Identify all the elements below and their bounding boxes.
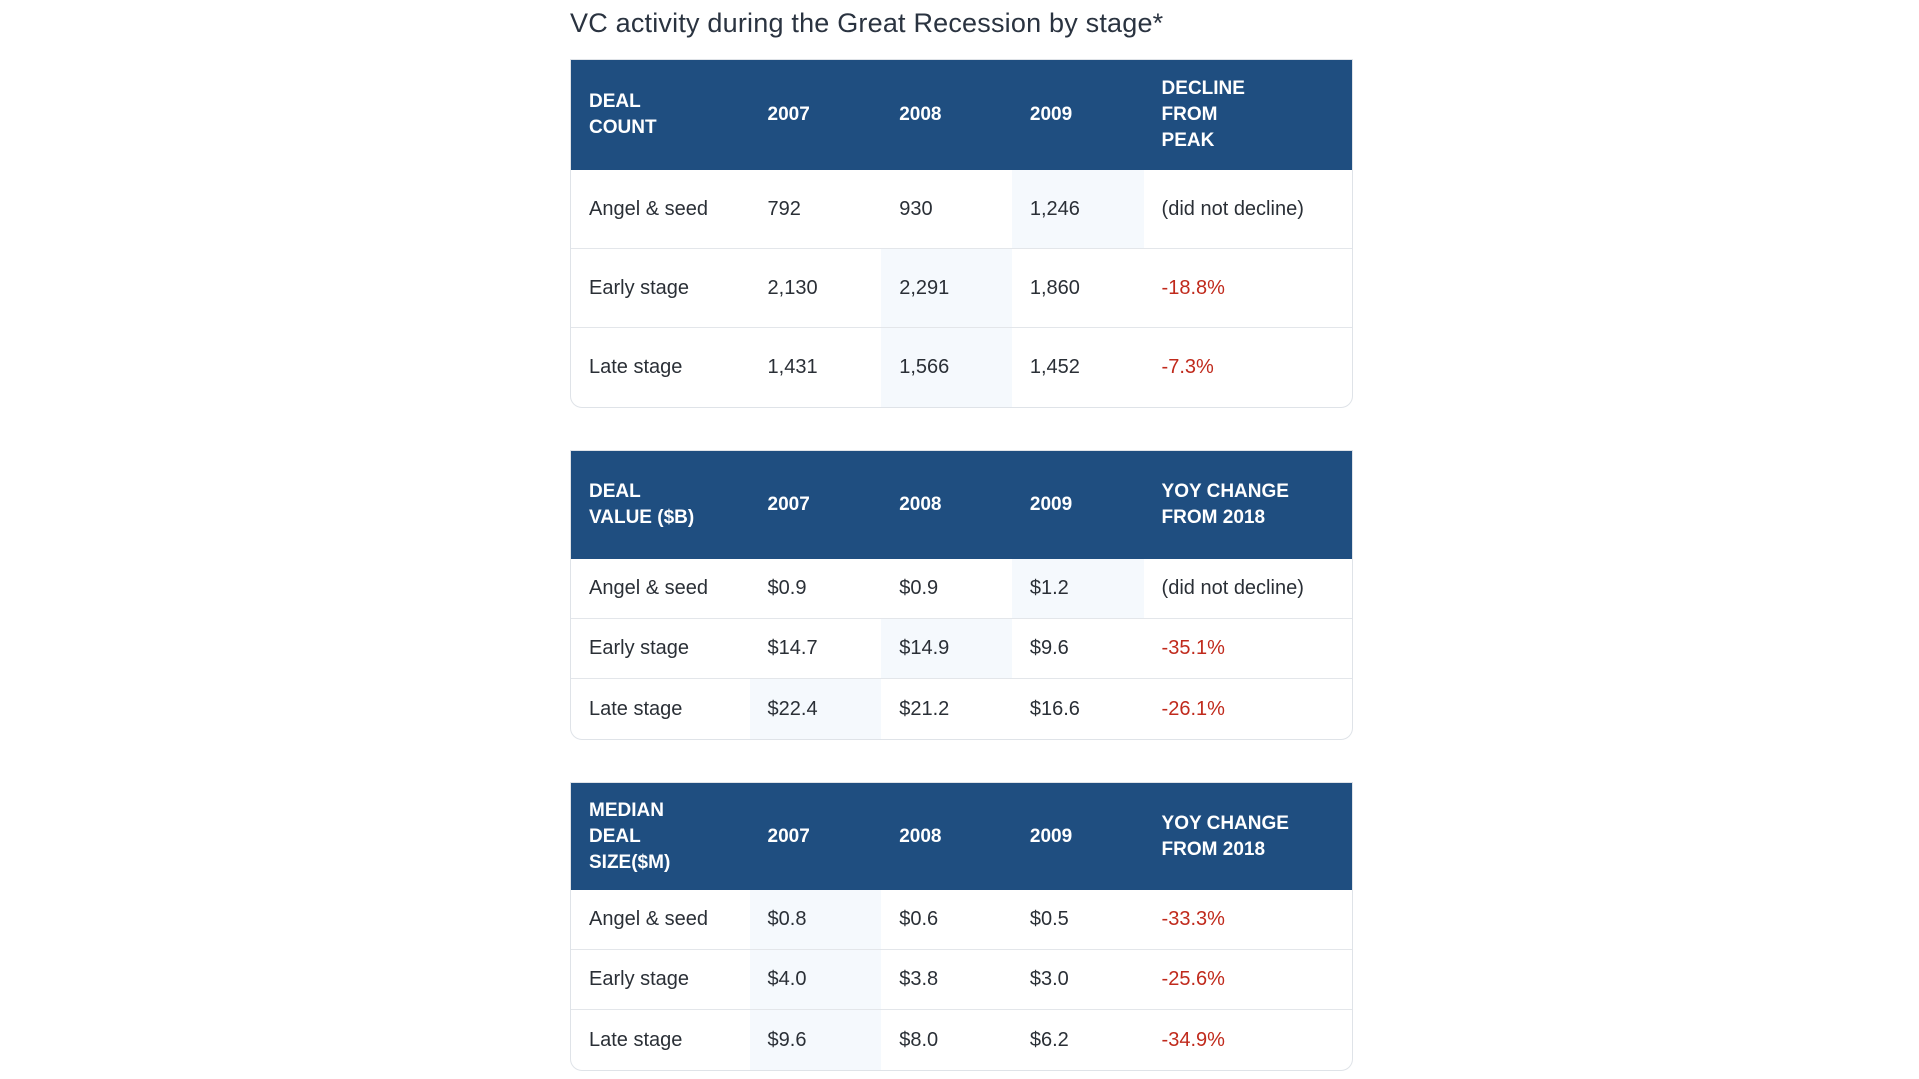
table-cell: $16.6 xyxy=(1029,697,1080,720)
table-cell: $21.2 xyxy=(899,697,950,720)
column-header: DEAL COUNT xyxy=(589,91,657,138)
table-cell: -25.6% xyxy=(1161,968,1225,990)
row-label: Late stage xyxy=(589,356,683,378)
column-header: DEAL VALUE ($B) xyxy=(589,481,695,528)
table-cell: $0.5 xyxy=(1029,908,1069,930)
table-cell: 930 xyxy=(899,197,933,220)
table-cell: $3.0 xyxy=(1029,968,1069,990)
table-cell: $0.9 xyxy=(767,577,807,599)
row-label: Angel & seed xyxy=(589,908,708,930)
deal-count-table: DEAL COUNT 2007 2008 2009 DECLINE FROM PEAK A… xyxy=(570,59,1353,408)
column-header: YOY CHANGE FROM 2018 xyxy=(1161,481,1289,528)
table-cell: $0.8 xyxy=(749,890,882,949)
table-cell: -35.1% xyxy=(1161,637,1225,659)
table-cell: 1,431 xyxy=(767,356,818,378)
table-row: Angel & seed 792 930 1,246 (did not decline) xyxy=(571,170,1352,249)
deal-value-table: DEAL VALUE ($B) 2007 2008 2009 YOY CHANGE FR… xyxy=(570,450,1353,740)
column-header: 2008 xyxy=(899,104,942,125)
table-row: Late stage 1,431 1,566 1,452 -7.3% xyxy=(571,328,1352,407)
table-cell: -7.3% xyxy=(1161,356,1214,378)
table-cell: $3.8 xyxy=(899,968,939,990)
table-row: Early stage $14.7 $14.9 $9.6 -35.1% xyxy=(571,619,1352,679)
row-label: Angel & seed xyxy=(589,577,708,599)
column-header: 2008 xyxy=(899,494,942,515)
row-label: Late stage xyxy=(589,697,683,720)
table-cell: $22.4 xyxy=(749,679,882,739)
table-cell: 1,860 xyxy=(1029,276,1080,299)
table-cell: 2,291 xyxy=(881,249,1012,327)
table-cell: 792 xyxy=(767,197,801,220)
table-row: Angel & seed $0.9 $0.9 $1.2 (did not decline… xyxy=(571,559,1352,619)
column-header: MEDIAN DEAL SIZE($M) xyxy=(589,799,671,873)
table-cell: (did not decline) xyxy=(1161,197,1304,220)
table-cell: (did not decline) xyxy=(1161,577,1304,599)
column-header: 2009 xyxy=(1029,104,1073,125)
page-title: VC activity during the Great Recession b… xyxy=(570,8,1164,38)
table-cell: -26.1% xyxy=(1161,697,1225,720)
table-header: MEDIAN DEAL SIZE($M) 2007 2008 2009 YOY CHAN… xyxy=(571,783,1352,890)
table-cell: $4.0 xyxy=(749,950,882,1009)
table-cell: $8.0 xyxy=(899,1028,939,1051)
table-cell: -18.8% xyxy=(1161,276,1225,299)
table-row: Early stage $4.0 $3.8 $3.0 -25.6% xyxy=(571,950,1352,1010)
row-label: Angel & seed xyxy=(589,197,708,220)
table-row: Early stage 2,130 2,291 1,860 -18.8% xyxy=(571,249,1352,328)
table-cell: $0.6 xyxy=(899,908,939,930)
table-cell: -33.3% xyxy=(1161,908,1225,930)
table-cell: $6.2 xyxy=(1029,1028,1069,1051)
table-cell: 2,130 xyxy=(767,276,818,299)
table-row: Late stage $9.6 $8.0 $6.2 -34.9% xyxy=(571,1010,1352,1070)
table-cell: $1.2 xyxy=(1011,559,1144,618)
table-row: Angel & seed $0.8 $0.6 $0.5 -33.3% xyxy=(571,890,1352,950)
table-row: Late stage $22.4 $21.2 $16.6 -26.1% xyxy=(571,679,1352,739)
median-deal-size-table: MEDIAN DEAL SIZE($M) 2007 2008 2009 YOY CHAN… xyxy=(570,782,1353,1071)
row-label: Early stage xyxy=(589,276,690,299)
table-header: DEAL VALUE ($B) 2007 2008 2009 YOY CHANGE FR… xyxy=(571,451,1352,559)
table-cell: 1,566 xyxy=(881,328,1012,407)
column-header: 2007 xyxy=(767,825,810,847)
column-header: 2007 xyxy=(767,494,810,515)
table-cell: $14.9 xyxy=(881,619,1012,678)
column-header: 2007 xyxy=(767,104,810,125)
column-header: 2009 xyxy=(1029,494,1073,515)
table-cell: $14.7 xyxy=(767,637,818,659)
row-label: Early stage xyxy=(589,637,690,659)
column-header: 2008 xyxy=(899,825,942,847)
table-cell: 1,246 xyxy=(1011,170,1144,248)
table-cell: $9.6 xyxy=(1029,637,1069,659)
column-header: 2009 xyxy=(1029,825,1073,847)
row-label: Early stage xyxy=(589,968,690,990)
table-header: DEAL COUNT 2007 2008 2009 DECLINE FROM PEAK xyxy=(571,60,1352,170)
column-header: YOY CHANGE FROM 2018 xyxy=(1161,812,1289,860)
table-cell: $0.9 xyxy=(899,577,939,599)
column-header: DECLINE FROM PEAK xyxy=(1161,78,1245,151)
table-cell: -34.9% xyxy=(1161,1028,1225,1051)
table-cell: 1,452 xyxy=(1029,356,1080,378)
row-label: Late stage xyxy=(589,1028,683,1051)
table-cell: $9.6 xyxy=(749,1010,882,1070)
